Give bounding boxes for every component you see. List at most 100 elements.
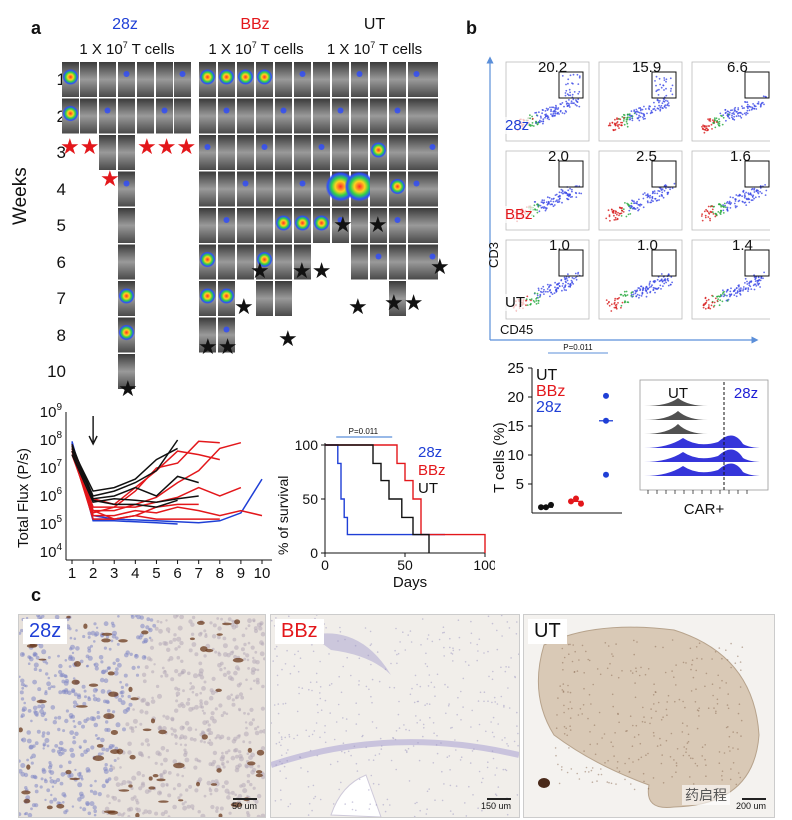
- flow-event: [626, 122, 629, 125]
- tissue-nucleus: [725, 726, 728, 729]
- flow-event: [642, 118, 645, 120]
- flow-event: [709, 307, 712, 310]
- tissue-nucleus: [140, 698, 145, 703]
- mouse-image: [199, 171, 216, 207]
- flow-event: [646, 112, 648, 115]
- mouse-image: [389, 208, 406, 243]
- tissue-nucleus: [610, 674, 613, 677]
- flow-event: [569, 74, 572, 77]
- tissue-nucleus: [630, 670, 632, 672]
- flow-event: [539, 119, 541, 122]
- flow-event: [663, 79, 666, 81]
- tissue-nucleus: [221, 751, 224, 755]
- flux-series-line: [71, 454, 199, 504]
- flow-event: [567, 194, 569, 197]
- flow-event: [578, 75, 581, 78]
- tissue-nucleus: [390, 662, 392, 665]
- flow-event: [547, 202, 550, 205]
- flow-event: [749, 192, 752, 195]
- tissue-nucleus: [24, 786, 28, 790]
- flow-event: [708, 212, 711, 215]
- flow-event: [652, 288, 655, 291]
- tissue-nucleus: [54, 716, 58, 720]
- tissue-nucleus: [279, 770, 281, 772]
- flow-event: [624, 202, 626, 204]
- death-star: ★★: [292, 258, 332, 283]
- flow-event: [541, 109, 544, 111]
- flow-event: [630, 293, 633, 296]
- tissue-nucleus: [739, 776, 742, 779]
- tissue-nucleus: [44, 738, 50, 743]
- tissue-nucleus: [186, 804, 191, 809]
- flow-event: [660, 273, 663, 275]
- flow-event: [541, 199, 544, 202]
- tissue-nucleus: [454, 739, 456, 741]
- tissue-nucleus: [457, 696, 459, 699]
- flux-series-line: [71, 445, 220, 506]
- tissue-nucleus: [450, 727, 452, 729]
- flow-event: [564, 280, 567, 283]
- mouse-image: [424, 62, 438, 97]
- flow-event: [748, 284, 751, 287]
- flow-event: [615, 306, 617, 309]
- flow-event: [738, 288, 741, 290]
- tissue-nucleus: [568, 747, 570, 749]
- tissue-nucleus: [165, 782, 169, 787]
- tissue-nucleus: [223, 652, 228, 657]
- tissue-nucleus: [41, 767, 46, 772]
- mouse-image: [313, 135, 330, 170]
- tissue-nucleus: [617, 712, 619, 715]
- tissue-nucleus: [141, 774, 145, 778]
- bioluminescence-signal: [318, 144, 325, 150]
- tissue-nucleus: [452, 649, 455, 652]
- tissue-nucleus: [78, 774, 83, 779]
- stained-cell: [247, 761, 256, 766]
- flow-event: [537, 287, 540, 290]
- tissue-nucleus: [563, 656, 566, 659]
- tissue-nucleus: [671, 670, 673, 672]
- flow-event: [673, 182, 676, 185]
- flow-event: [558, 282, 560, 285]
- tissue-nucleus: [115, 722, 121, 728]
- flow-event: [567, 273, 569, 276]
- flow-event: [556, 199, 558, 202]
- tissue-nucleus: [69, 730, 75, 735]
- flow-event: [660, 188, 662, 191]
- tissue-nucleus: [319, 798, 322, 801]
- tissue-nucleus: [371, 721, 374, 723]
- flow-event: [555, 106, 558, 108]
- tissue-nucleus: [40, 777, 44, 781]
- flow-event: [714, 119, 716, 122]
- tissue-nucleus: [395, 627, 397, 630]
- flow-event: [649, 194, 652, 197]
- flow-event: [563, 289, 566, 291]
- flow-event: [726, 289, 729, 291]
- tissue-nucleus: [338, 675, 340, 678]
- tissue-nucleus: [409, 630, 412, 632]
- tissue-nucleus: [671, 776, 673, 778]
- flow-event: [733, 202, 736, 205]
- flow-event: [736, 205, 738, 208]
- tissue-nucleus: [424, 663, 427, 665]
- tissue-nucleus: [51, 748, 56, 753]
- tissue-nucleus: [56, 749, 61, 754]
- tissue-nucleus: [416, 683, 418, 686]
- flow-event: [660, 288, 662, 290]
- tissue-nucleus: [496, 703, 499, 705]
- tissue-nucleus: [426, 790, 429, 793]
- tissue-nucleus: [56, 801, 61, 805]
- flow-event: [733, 110, 736, 112]
- tissue-nucleus: [230, 755, 236, 761]
- tissue-nucleus: [426, 703, 428, 705]
- tissue-nucleus: [370, 774, 373, 777]
- tissue-nucleus: [146, 617, 151, 622]
- tissue-nucleus: [610, 741, 612, 743]
- flow-event: [570, 279, 573, 282]
- flow-event: [548, 196, 551, 199]
- tissue-nucleus: [517, 732, 519, 735]
- tissue-nucleus: [254, 730, 260, 736]
- tissue-nucleus: [618, 721, 620, 724]
- tissue-nucleus: [588, 771, 590, 773]
- tissue-nucleus: [738, 703, 741, 705]
